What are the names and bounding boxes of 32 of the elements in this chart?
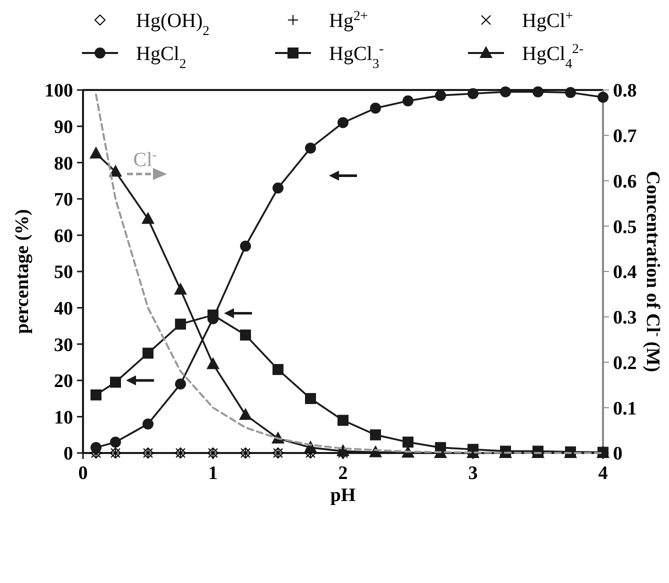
legend-label: Hg(OH)$_{2}$	[136, 10, 210, 38]
y2-tick-label: 0	[613, 444, 622, 465]
y2-tick-label: 0.3	[613, 308, 637, 329]
legend-label: Hg$^{2+}$	[329, 8, 368, 32]
x-tick-label: 0	[78, 463, 88, 484]
y2-tick-label: 0.6	[613, 171, 637, 192]
x-tick-label: 1	[208, 463, 218, 484]
y-tick-label: 100	[44, 80, 73, 102]
y-tick-label: 70	[54, 190, 73, 211]
y2-tick-label: 0.2	[613, 352, 637, 374]
y-tick-label: 0	[64, 444, 73, 465]
y-tick-label: 40	[54, 298, 73, 320]
y-tick-label: 50	[54, 262, 73, 284]
y2-tick-label: 0.5	[613, 216, 637, 238]
y-tick-label: 90	[54, 116, 73, 138]
y-tick-label: 10	[54, 407, 73, 428]
y-tick-label: 80	[54, 153, 73, 174]
y-tick-label: 60	[54, 226, 73, 247]
y2-tick-label: 0.4	[613, 262, 638, 284]
y2-tick-label: 0.7	[613, 126, 638, 148]
x-tick-label: 3	[468, 463, 478, 484]
x-axis-title: pH	[330, 485, 356, 506]
y2-tick-label: 0.8	[613, 80, 637, 102]
y-tick-label: 30	[54, 334, 73, 356]
x-tick-label: 4	[598, 463, 608, 484]
legend-label: HgCl$_{2}$	[136, 43, 186, 70]
y-axis-title: percentage (%)	[12, 209, 33, 334]
y2-tick-label: 0.1	[613, 398, 637, 420]
legend-label: HgCl$^{+}$	[522, 8, 574, 32]
x-tick-label: 2	[338, 463, 348, 484]
y-tick-label: 20	[54, 371, 73, 392]
series-label: Cl$^{-}$	[133, 146, 158, 171]
